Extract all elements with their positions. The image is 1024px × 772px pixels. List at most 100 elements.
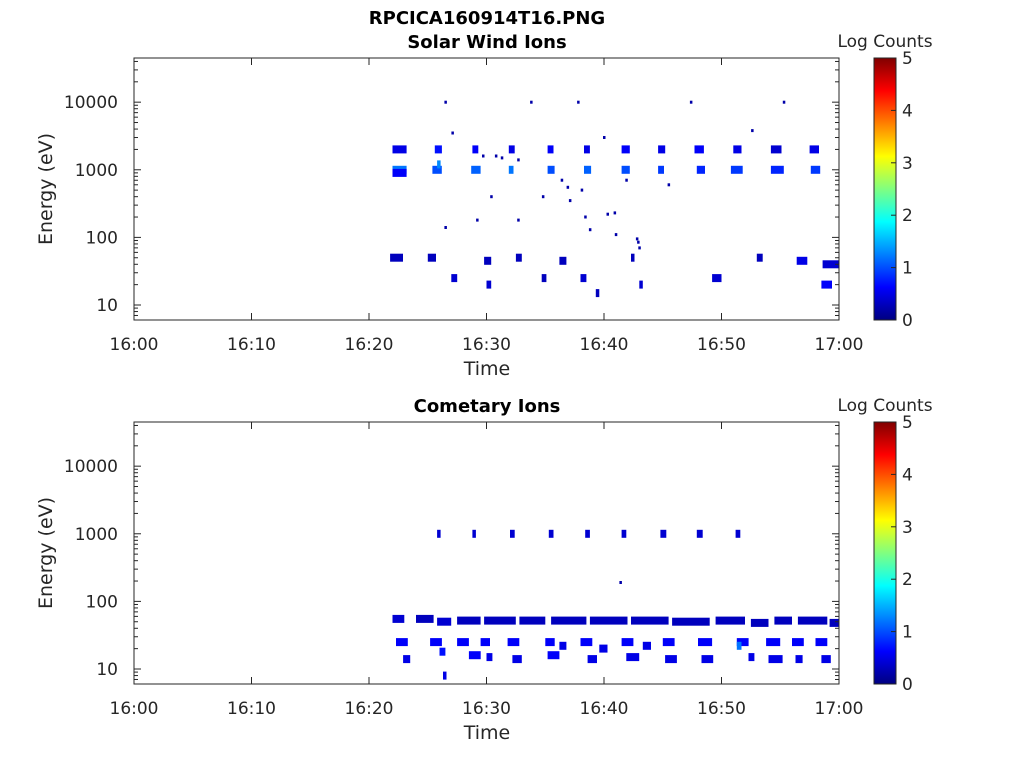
heatmap-cell xyxy=(584,165,592,174)
scatter-point xyxy=(782,100,786,104)
heatmap-cell xyxy=(585,529,590,538)
heatmap-cell xyxy=(484,256,492,265)
heatmap-cell xyxy=(547,651,560,660)
heatmap-cell xyxy=(694,145,704,154)
cometary-colorbar-label: Log Counts xyxy=(837,396,932,416)
cometary-colorbar-ticks: 0 1 2 3 4 5 xyxy=(891,413,913,695)
colorbar-tick-label: 0 xyxy=(902,311,913,331)
heatmap-cell xyxy=(621,638,634,647)
heatmap-cell xyxy=(486,653,493,662)
heatmap-cell xyxy=(796,256,808,265)
heatmap-cell xyxy=(822,260,839,269)
x-tick-label: 16:20 xyxy=(345,335,394,355)
heatmap-cell xyxy=(587,655,597,664)
heatmap-cell xyxy=(390,253,403,262)
scatter-point xyxy=(490,195,493,199)
scatter-point xyxy=(588,228,592,232)
scatter-point xyxy=(751,129,754,133)
heatmap-cell xyxy=(631,616,669,625)
heatmap-cell xyxy=(584,145,590,154)
heatmap-cell xyxy=(484,616,516,625)
cometary-axes: 16:00 16:10 16:20 16:30 16:40 16:50 17:00 10 100… xyxy=(64,422,864,719)
colorbar-tick-label: 5 xyxy=(902,413,913,433)
solar-wind-x-label: Time xyxy=(463,358,511,380)
heatmap-cell xyxy=(658,145,666,154)
y-tick-label: 100 xyxy=(86,592,118,612)
heatmap-cell xyxy=(701,655,714,664)
y-tick-label: 1000 xyxy=(75,525,118,545)
heatmap-cell xyxy=(696,165,705,174)
x-tick-label: 16:20 xyxy=(345,699,394,719)
scatter-point xyxy=(580,188,584,192)
heatmap-cell xyxy=(730,165,743,174)
scatter-point xyxy=(530,100,533,104)
heatmap-cell xyxy=(480,638,490,647)
x-tick-label: 16:40 xyxy=(580,699,629,719)
heatmap-cell xyxy=(580,274,587,283)
heatmap-cell xyxy=(815,638,828,647)
heatmap-cell xyxy=(416,614,434,623)
heatmap-cell xyxy=(672,617,710,626)
heatmap-cell xyxy=(392,614,405,623)
colorbar-tick-label: 4 xyxy=(902,465,913,485)
heatmap-cell xyxy=(508,165,514,174)
solar-wind-heatmap xyxy=(390,100,839,298)
colorbar-tick-label: 1 xyxy=(902,259,913,279)
x-tick-label: 16:30 xyxy=(462,699,511,719)
scatter-point xyxy=(566,185,570,189)
x-tick-label: 16:40 xyxy=(580,335,629,355)
heatmap-cell xyxy=(736,641,742,650)
heatmap-cell xyxy=(437,160,441,169)
heatmap-cell xyxy=(748,653,755,662)
x-tick-label: 16:30 xyxy=(462,335,511,355)
heatmap-cell xyxy=(437,529,441,538)
scatter-point xyxy=(606,212,609,216)
heatmap-cell xyxy=(559,256,567,265)
heatmap-cell xyxy=(519,616,546,625)
heatmap-cell xyxy=(471,165,481,174)
scatter-point xyxy=(444,226,447,229)
heatmap-cell xyxy=(457,638,469,647)
x-tick-label: 16:00 xyxy=(110,335,159,355)
scatter-point xyxy=(637,240,640,244)
x-tick-label: 17:00 xyxy=(815,335,864,355)
heatmap-cell xyxy=(510,529,515,538)
heatmap-cell xyxy=(809,145,819,154)
solar-wind-colorbar xyxy=(873,57,897,321)
solar-wind-panel: Solar Wind Ions 16:00 16:10 16:20 16:30 16:4… xyxy=(35,32,933,380)
heatmap-cell xyxy=(631,253,635,262)
heatmap-cell xyxy=(545,638,555,647)
x-tick-label: 16:10 xyxy=(227,335,276,355)
heatmap-cell xyxy=(439,647,446,656)
heatmap-cell xyxy=(403,655,411,664)
heatmap-cell xyxy=(621,165,630,174)
y-tick-label: 100 xyxy=(86,228,118,248)
heatmap-cell xyxy=(486,280,492,289)
heatmap-cell xyxy=(472,145,479,154)
scatter-point xyxy=(500,156,504,160)
solar-wind-panel-title: Solar Wind Ions xyxy=(407,32,566,53)
heatmap-cell xyxy=(696,529,703,538)
heatmap-cell xyxy=(392,145,407,154)
x-tick-label: 16:00 xyxy=(110,699,159,719)
solar-wind-y-label: Energy (eV) xyxy=(35,133,57,245)
heatmap-cell xyxy=(795,655,803,664)
heatmap-cell xyxy=(766,638,781,647)
y-tick-label: 10000 xyxy=(64,457,118,477)
heatmap-cell xyxy=(735,529,741,538)
scatter-point xyxy=(614,233,618,237)
heatmap-cell xyxy=(770,165,784,174)
heatmap-cell xyxy=(396,638,408,647)
heatmap-cell xyxy=(443,671,447,680)
scatter-point xyxy=(476,218,479,222)
solar-wind-colorbar-ticks: 0 1 2 3 4 5 xyxy=(891,49,913,331)
y-tick-label: 1000 xyxy=(75,161,118,181)
heatmap-cell xyxy=(451,274,458,283)
cometary-colorbar xyxy=(873,421,897,685)
heatmap-cell xyxy=(392,168,407,177)
heatmap-cell xyxy=(437,617,452,626)
scatter-point xyxy=(451,131,454,135)
y-tick-label: 10 xyxy=(96,660,118,680)
cometary-x-label: Time xyxy=(463,722,511,744)
